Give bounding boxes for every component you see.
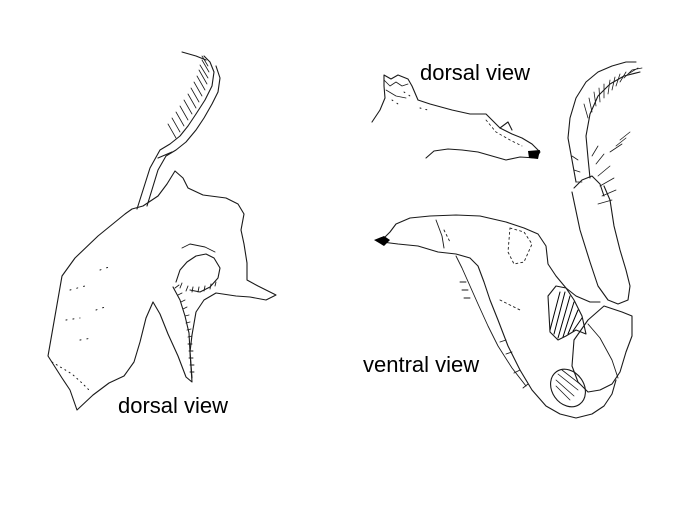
- ventral-palp-joint: [574, 176, 604, 196]
- left-palp-joint: [158, 152, 172, 158]
- ventral-palp-right: [586, 72, 640, 178]
- left-palp-stalk-inner: [147, 66, 220, 206]
- left-body-outline: [48, 171, 276, 410]
- ventral-view-label: ventral view: [363, 352, 480, 377]
- top-dorsal-view-label: dorsal view: [420, 60, 531, 85]
- ventral-setae: [460, 282, 528, 388]
- left-serrated-blade: [173, 287, 192, 378]
- left-palp-stalk: [137, 56, 214, 209]
- ventral-upper-arm: [382, 215, 600, 302]
- ventral-inner-fold: [436, 220, 526, 386]
- ventral-black-tip: [374, 236, 390, 246]
- left-inner-lobe: [176, 254, 220, 292]
- left-dorsal-specimen: [48, 52, 276, 410]
- top-dorsal-tip: [528, 150, 540, 159]
- top-dorsal-notch: [500, 122, 512, 130]
- left-stipple-body: [66, 266, 112, 340]
- top-dorsal-specimen: [372, 75, 540, 160]
- left-stipple-edge: [52, 362, 90, 391]
- top-dorsal-inner: [486, 120, 522, 146]
- ventral-dotted-fold: [444, 230, 520, 310]
- left-dorsal-view-label: dorsal view: [118, 393, 229, 418]
- ventral-palp-side-setae: [592, 132, 630, 204]
- top-dorsal-stipple: [392, 92, 428, 110]
- ventral-palp-setae: [584, 68, 642, 118]
- ventral-dotted-patch: [508, 228, 532, 264]
- left-crown-teeth: [180, 282, 216, 292]
- ventral-hatched-area: [548, 286, 586, 340]
- top-dorsal-outline: [372, 75, 540, 160]
- ventral-hatching: [550, 292, 582, 338]
- top-dorsal-crest: [384, 80, 408, 98]
- left-palp-tip: [182, 52, 206, 60]
- ventral-specimen: [374, 62, 642, 418]
- left-teeth: [175, 285, 194, 372]
- ventral-socket: [543, 362, 592, 413]
- ventral-palp-small-setae: [572, 156, 582, 182]
- ventral-palp-left: [568, 62, 636, 182]
- ventral-lower-outline: [382, 242, 616, 418]
- ventral-palp-segment: [572, 186, 630, 304]
- ventral-base-inner: [588, 324, 618, 378]
- ventral-socket-hatch: [556, 370, 580, 400]
- left-palp-setae: [168, 56, 209, 138]
- left-inner-ridge: [182, 244, 215, 252]
